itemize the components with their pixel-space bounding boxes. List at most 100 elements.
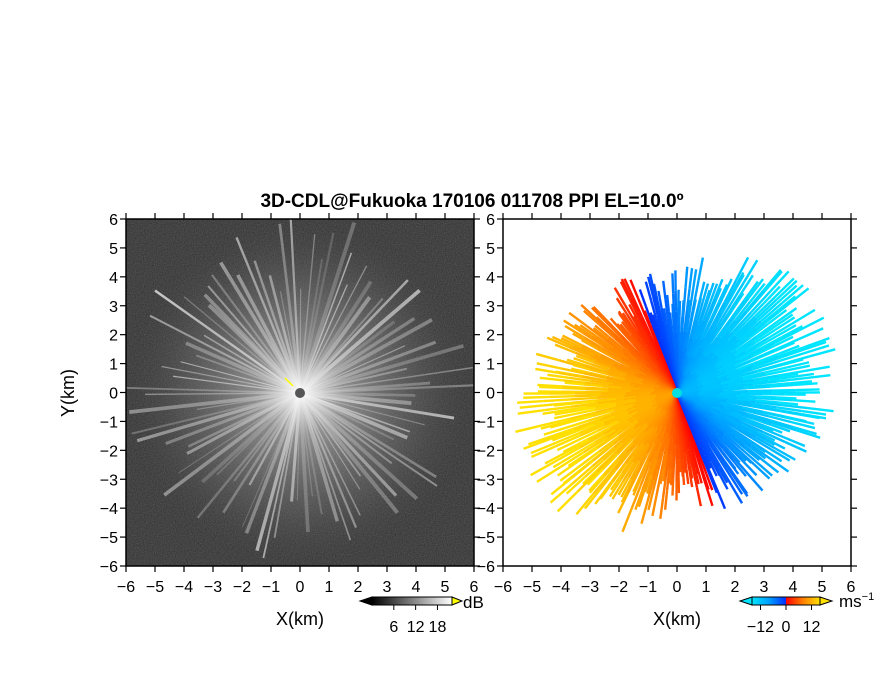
velocity-ray-segment <box>691 269 698 291</box>
velocity-ray-segment <box>573 357 592 366</box>
velocity-ray-segment <box>633 349 650 366</box>
velocity-ray-segment <box>572 423 595 434</box>
velocity-ray-segment <box>712 287 722 307</box>
velocity-ray-segment <box>772 388 796 392</box>
velocity-ray-segment <box>616 438 634 455</box>
velocity-ray-segment <box>629 299 641 320</box>
y-tick-label: −3 <box>477 472 495 489</box>
velocity-ray-segment <box>562 334 583 347</box>
velocity-ray-segment <box>776 408 802 416</box>
velocity-ray-segment <box>659 497 665 519</box>
velocity-ray-segment <box>615 400 637 407</box>
velocity-ray-segment <box>773 338 800 352</box>
velocity-ray-segment <box>716 303 732 328</box>
velocity-ray-segment <box>644 306 654 325</box>
velocity-ray-segment <box>644 281 653 301</box>
velocity-ray-segment <box>542 409 566 416</box>
figure-title: 3D-CDL@Fukuoka 170106 011708 PPI EL=10.0… <box>260 191 683 212</box>
velocity-ray-segment <box>774 295 797 314</box>
velocity-ray-segment <box>680 330 686 352</box>
velocity-ray-segment <box>639 461 651 487</box>
velocity-ray-segment <box>537 383 561 388</box>
velocity-ray-segment <box>717 438 731 452</box>
velocity-ray-segment <box>715 334 737 356</box>
velocity-ray-segment <box>587 412 611 422</box>
velocity-ray-segment <box>727 321 747 341</box>
velocity-ray-segment <box>723 433 742 450</box>
velocity-ray-segment <box>743 373 766 381</box>
velocity-ray-segment <box>705 305 715 324</box>
velocity-ray-segment <box>756 395 777 399</box>
velocity-ray-segment <box>673 427 677 445</box>
velocity-ray-segment <box>627 325 640 341</box>
velocity-ray-segment <box>600 353 621 366</box>
x-tick-label: 1 <box>702 579 711 596</box>
velocity-ray-segment <box>536 362 561 370</box>
y-tick-label: 5 <box>109 241 118 258</box>
velocity-ray-segment <box>722 403 747 412</box>
velocity-ray-segment <box>554 409 576 416</box>
y-tick-label: −1 <box>477 414 495 431</box>
velocity-ray-segment <box>746 418 766 428</box>
velocity-ray-segment <box>580 346 601 358</box>
velocity-ray-segment <box>543 398 571 403</box>
velocity-ray-segment <box>555 434 581 448</box>
x-tick-label: 4 <box>412 579 421 596</box>
velocity-ray-segment <box>763 448 783 463</box>
velocity-ray-segment <box>749 322 769 339</box>
velocity-ray-segment <box>753 463 771 480</box>
velocity-ray-segment <box>735 256 750 281</box>
velocity-ray-segment <box>772 421 797 432</box>
velocity-ray-segment <box>766 382 790 387</box>
velocity-ray-segment <box>625 313 638 331</box>
velocity-ray-segment <box>647 336 660 357</box>
velocity-ray-segment <box>711 414 730 429</box>
intensity-axes: −6 −5 −4 −3 −2 −1 0 1 2 3 4 5 6 6 5 4 3 2 1 0 −1 −2 −3 −4 −5 −6 <box>100 212 480 596</box>
velocity-ray-segment <box>575 493 595 516</box>
velocity-ray-segment <box>697 429 711 449</box>
x-tick-label: −6 <box>494 579 512 596</box>
velocity-ray-segment <box>807 406 834 413</box>
velocity-ray-segment <box>764 424 783 434</box>
velocity-ray-segment <box>617 442 635 461</box>
velocity-ray-segment <box>666 318 672 338</box>
velocity-ray-segment <box>560 385 585 389</box>
velocity-ray-segment <box>596 347 614 359</box>
velocity-ray-segment <box>647 490 655 511</box>
velocity-ray-segment <box>613 425 636 445</box>
velocity-ray-segment <box>763 270 783 293</box>
velocity-ray-segment <box>734 339 755 355</box>
velocity-ray-segment <box>685 310 691 332</box>
colorbar-tick-label: 12 <box>803 619 821 636</box>
velocity-ray-segment <box>582 436 608 454</box>
velocity-ray-segment <box>649 458 657 476</box>
velocity-ray-segment <box>775 279 798 301</box>
velocity-ray-segment <box>688 437 695 454</box>
velocity-ray-segment <box>715 433 731 449</box>
velocity-ray-segment <box>550 420 572 429</box>
y-tick-label: −6 <box>100 559 118 576</box>
velocity-xlabel: X(km) <box>653 609 701 629</box>
velocity-ray-segment <box>594 404 616 411</box>
velocity-ray-segment <box>617 477 630 496</box>
velocity-ray-segment <box>784 440 807 453</box>
velocity-ray-segment <box>598 323 616 340</box>
velocity-ray-segment <box>612 356 630 368</box>
velocity-ray-segment <box>768 322 793 339</box>
velocity-ray-segment <box>552 426 579 437</box>
velocity-ray-segment <box>539 376 563 382</box>
velocity-ray-segment <box>755 335 777 349</box>
velocity-ray-segment <box>632 425 649 444</box>
velocity-ray-segment <box>719 465 733 486</box>
intensity-colorbar-ticks: 6 12 18 <box>389 605 446 636</box>
velocity-ray-segment <box>559 367 584 375</box>
velocity-ray-segment <box>709 312 723 334</box>
velocity-ray-segment <box>710 433 724 450</box>
velocity-ray-segment <box>562 441 583 453</box>
velocity-ray-segment <box>671 478 675 496</box>
velocity-ray-segment <box>600 343 622 358</box>
velocity-ray-segment <box>628 303 639 320</box>
velocity-ray-segment <box>736 320 758 341</box>
velocity-ray-segment <box>695 417 708 432</box>
velocity-ray-segment <box>658 436 667 459</box>
